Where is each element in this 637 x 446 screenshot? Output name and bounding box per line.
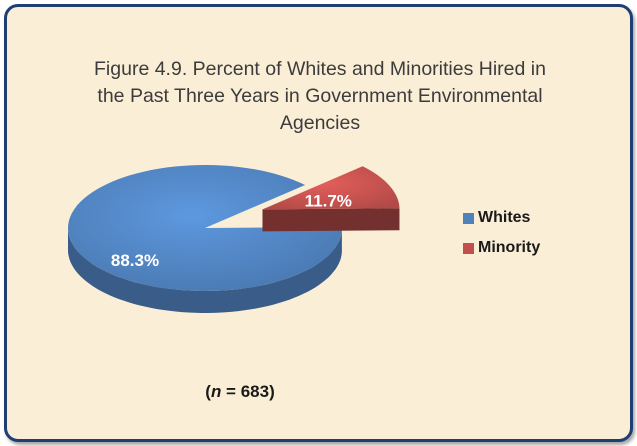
legend-label-minority: Minority [478, 239, 541, 256]
legend-swatch-minority [463, 242, 474, 254]
chart-title: Figure 4.9. Percent of Whites and Minori… [40, 56, 600, 137]
legend-label-whites: Whites [478, 209, 531, 226]
legend-item-whites: Whites [463, 203, 540, 233]
legend-swatch-whites [463, 212, 474, 224]
pie-side-whites [68, 228, 342, 313]
pie-cut-face-minority [262, 208, 400, 232]
data-label-minority: 11.7% [305, 191, 352, 210]
data-label-whites: 88.3% [111, 251, 159, 270]
sample-size-note: (n = 683) [205, 382, 275, 401]
chart-legend: Whites Minority [463, 203, 540, 263]
pie-slice-minority [262, 166, 400, 210]
chart-title-line-2: the Past Three Years in Government Envir… [97, 85, 543, 107]
chart-title-line-1: Figure 4.9. Percent of Whites and Minori… [94, 58, 546, 80]
pie-slice-whites [68, 165, 343, 292]
legend-item-minority: Minority [463, 233, 540, 263]
chart-title-line-3: Agencies [279, 112, 361, 134]
sample-size-variable: n [210, 382, 222, 401]
